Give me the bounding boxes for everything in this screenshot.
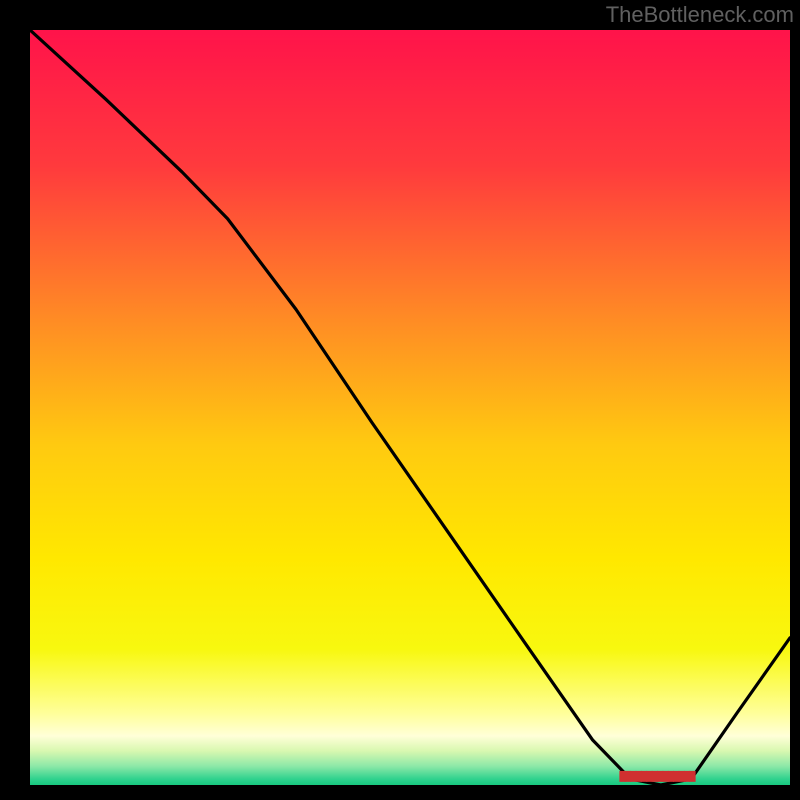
gradient-background: [30, 30, 790, 785]
chart-container: { "attribution": "TheBottleneck.com", "c…: [0, 0, 800, 800]
optimum-marker: ██████████████: [619, 771, 694, 781]
attribution-label: TheBottleneck.com: [606, 2, 794, 28]
plot-area: ██████████████: [30, 30, 790, 785]
